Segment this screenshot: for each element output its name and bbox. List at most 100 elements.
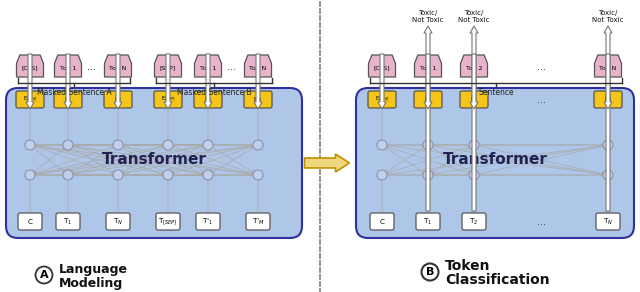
Text: Masked Sentence A: Masked Sentence A <box>36 88 111 97</box>
Circle shape <box>113 170 123 180</box>
Text: T'$_1$: T'$_1$ <box>202 216 214 227</box>
Text: Language: Language <box>59 263 128 277</box>
Polygon shape <box>104 55 131 77</box>
Text: C: C <box>380 218 385 225</box>
Polygon shape <box>369 55 396 77</box>
FancyBboxPatch shape <box>156 213 180 230</box>
FancyBboxPatch shape <box>104 91 132 108</box>
Text: T$_1$: T$_1$ <box>424 216 433 227</box>
Text: T$_N$: T$_N$ <box>603 216 613 227</box>
Circle shape <box>163 170 173 180</box>
Text: Tok 2: Tok 2 <box>466 66 483 71</box>
FancyBboxPatch shape <box>368 91 396 108</box>
Text: Token: Token <box>445 259 490 273</box>
FancyArrow shape <box>604 26 612 211</box>
Text: Toxic/
Not Toxic: Toxic/ Not Toxic <box>458 10 490 23</box>
FancyArrow shape <box>164 54 172 109</box>
Text: Tok 1: Tok 1 <box>60 66 76 71</box>
Text: T$_N$: T$_N$ <box>113 216 123 227</box>
Circle shape <box>377 170 387 180</box>
FancyBboxPatch shape <box>194 91 222 108</box>
Text: E$_{[CLS]}$: E$_{[CLS]}$ <box>22 95 37 104</box>
Circle shape <box>603 140 613 150</box>
FancyBboxPatch shape <box>460 91 488 108</box>
Circle shape <box>35 267 52 284</box>
Polygon shape <box>154 55 182 77</box>
Polygon shape <box>54 55 81 77</box>
FancyArrow shape <box>26 54 34 109</box>
FancyBboxPatch shape <box>462 213 486 230</box>
Text: E$_2$: E$_2$ <box>470 95 477 104</box>
Circle shape <box>469 170 479 180</box>
Text: [CLS]: [CLS] <box>22 66 38 71</box>
Polygon shape <box>195 55 221 77</box>
Text: [CLS]: [CLS] <box>374 66 390 71</box>
Text: Transformer: Transformer <box>443 152 547 168</box>
Circle shape <box>253 140 263 150</box>
FancyArrow shape <box>378 54 386 109</box>
Circle shape <box>203 140 213 150</box>
Polygon shape <box>244 55 271 77</box>
Text: A: A <box>40 270 48 280</box>
FancyArrow shape <box>424 54 432 109</box>
Text: ...: ... <box>536 62 545 72</box>
Text: Transformer: Transformer <box>102 152 207 168</box>
FancyArrow shape <box>254 54 262 109</box>
FancyBboxPatch shape <box>18 213 42 230</box>
Text: E$_{[SEP]}$: E$_{[SEP]}$ <box>161 95 175 104</box>
Text: B: B <box>426 267 434 277</box>
FancyBboxPatch shape <box>594 91 622 108</box>
Text: ...: ... <box>536 95 545 105</box>
Circle shape <box>203 170 213 180</box>
Circle shape <box>25 170 35 180</box>
FancyBboxPatch shape <box>356 88 634 238</box>
Text: T'$_M$: T'$_M$ <box>252 216 264 227</box>
FancyArrow shape <box>470 54 478 109</box>
FancyBboxPatch shape <box>16 91 44 108</box>
FancyBboxPatch shape <box>154 91 182 108</box>
Text: Masked Sentence B: Masked Sentence B <box>177 88 252 97</box>
FancyArrow shape <box>204 54 212 109</box>
FancyArrow shape <box>604 54 612 109</box>
Circle shape <box>423 140 433 150</box>
Polygon shape <box>17 55 44 77</box>
FancyBboxPatch shape <box>246 213 270 230</box>
Text: Classification: Classification <box>445 273 550 287</box>
Text: [SEP]: [SEP] <box>160 66 176 71</box>
FancyBboxPatch shape <box>414 91 442 108</box>
Text: Tok 1: Tok 1 <box>200 66 216 71</box>
Text: C: C <box>28 218 33 225</box>
Text: E$_1$: E$_1$ <box>424 95 432 104</box>
Polygon shape <box>461 55 488 77</box>
Circle shape <box>163 140 173 150</box>
Text: T$_1$: T$_1$ <box>63 216 72 227</box>
Polygon shape <box>595 55 621 77</box>
FancyArrow shape <box>470 26 478 211</box>
FancyBboxPatch shape <box>416 213 440 230</box>
Circle shape <box>63 140 73 150</box>
Text: Toxic/
Not Toxic: Toxic/ Not Toxic <box>592 10 624 23</box>
Polygon shape <box>415 55 442 77</box>
Text: T$_2$: T$_2$ <box>469 216 479 227</box>
Text: Toxic/
Not Toxic: Toxic/ Not Toxic <box>412 10 444 23</box>
Text: Modeling: Modeling <box>59 277 124 289</box>
Text: ...: ... <box>536 217 545 227</box>
Circle shape <box>63 170 73 180</box>
FancyBboxPatch shape <box>54 91 82 108</box>
Text: Tok N: Tok N <box>600 66 616 71</box>
Text: E$_N$: E$_N$ <box>114 95 122 104</box>
Circle shape <box>113 140 123 150</box>
Text: E$_{[CLS]}$: E$_{[CLS]}$ <box>374 95 389 104</box>
Circle shape <box>377 140 387 150</box>
Circle shape <box>603 170 613 180</box>
FancyBboxPatch shape <box>196 213 220 230</box>
Circle shape <box>422 263 438 281</box>
FancyArrow shape <box>305 154 349 172</box>
FancyBboxPatch shape <box>370 213 394 230</box>
Text: Tok N: Tok N <box>250 66 267 71</box>
FancyBboxPatch shape <box>596 213 620 230</box>
Circle shape <box>423 170 433 180</box>
Text: E$_N$: E$_N$ <box>604 95 612 104</box>
Text: ...: ... <box>227 62 236 72</box>
FancyArrow shape <box>114 54 122 109</box>
